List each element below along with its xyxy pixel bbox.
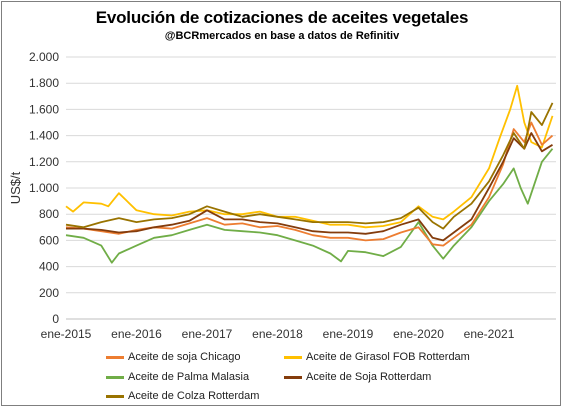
x-tick-label: ene-2016 — [111, 327, 162, 341]
legend-swatch — [106, 394, 124, 398]
legend-swatch — [106, 375, 124, 379]
series-line-4 — [65, 102, 554, 230]
legend-item-soja-chicago: Aceite de soja Chicago — [106, 351, 241, 363]
y-tick-label: 800 — [39, 207, 59, 221]
series-line-2 — [65, 148, 554, 264]
y-tick-label: 1.400 — [29, 129, 59, 143]
x-tick-label: ene-2021 — [464, 327, 515, 341]
legend-swatch — [284, 375, 302, 379]
y-tick-label: 400 — [39, 260, 59, 274]
y-tick-label: 1.200 — [29, 155, 59, 169]
legend-swatch — [284, 355, 302, 359]
y-tick-label: 1.000 — [29, 181, 59, 195]
x-tick-label: ene-2018 — [252, 327, 303, 341]
x-tick-label: ene-2015 — [41, 327, 92, 341]
legend-swatch — [106, 355, 124, 359]
legend-item-soja-rotterdam: Aceite de Soja Rotterdam — [284, 371, 431, 383]
y-tick-label: 2.000 — [29, 50, 59, 64]
series-line-1 — [65, 84, 554, 229]
y-tick-label: 0 — [52, 312, 59, 326]
legend-label: Aceite de Girasol FOB Rotterdam — [306, 351, 470, 363]
y-axis-label: US$/t — [8, 171, 23, 204]
chart-title: Evolución de cotizaciones de aceites veg… — [95, 8, 469, 27]
y-tick-label: 1.800 — [29, 76, 59, 90]
legend-label: Aceite de Colza Rotterdam — [128, 390, 260, 402]
legend-label: Aceite de Soja Rotterdam — [306, 371, 432, 383]
series-line-3 — [66, 132, 553, 242]
legend-item-colza-rotterdam: Aceite de Colza Rotterdam — [106, 390, 259, 402]
y-tick-label: 1.600 — [29, 102, 59, 116]
x-tick-label: ene-2019 — [323, 327, 374, 341]
x-tick-label: ene-2020 — [393, 327, 444, 341]
x-tick-label: ene-2017 — [182, 327, 233, 341]
y-tick-label: 200 — [39, 286, 59, 300]
y-tick-label: 600 — [39, 233, 59, 247]
legend-item-girasol-rotterdam: Aceite de Girasol FOB Rotterdam — [284, 351, 470, 363]
legend-item-palma-malasia: Aceite de Palma Malasia — [106, 371, 249, 383]
chart-subtitle: @BCRmercados en base a datos de Refiniti… — [164, 30, 400, 42]
legend-label: Aceite de soja Chicago — [128, 351, 241, 363]
legend-label: Aceite de Palma Malasia — [128, 371, 250, 383]
